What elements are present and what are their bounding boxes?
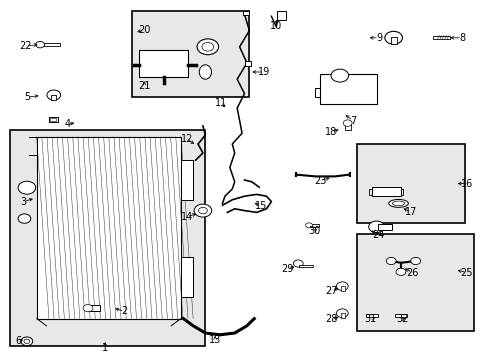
Bar: [371, 187, 400, 196]
Text: 4: 4: [64, 119, 70, 129]
Text: 14: 14: [180, 212, 193, 222]
Text: 18: 18: [325, 127, 337, 137]
Bar: [41, 43, 60, 46]
Text: 32: 32: [395, 314, 408, 324]
Text: 9: 9: [375, 33, 381, 43]
Bar: [356, 234, 473, 331]
Text: 5: 5: [24, 92, 30, 102]
Text: 16: 16: [460, 179, 472, 189]
Text: 24: 24: [371, 230, 384, 240]
Bar: [299, 265, 312, 267]
Text: 26: 26: [405, 267, 418, 278]
Ellipse shape: [391, 201, 404, 206]
Bar: [243, 11, 248, 15]
Circle shape: [330, 69, 348, 82]
Text: 22: 22: [20, 41, 32, 51]
Text: 23: 23: [313, 176, 326, 186]
Bar: [10, 130, 205, 346]
Circle shape: [197, 39, 218, 55]
Text: 25: 25: [460, 267, 472, 278]
Circle shape: [343, 120, 351, 126]
Circle shape: [368, 221, 384, 233]
Text: 31: 31: [364, 314, 376, 324]
Circle shape: [36, 41, 44, 48]
Bar: [49, 117, 58, 122]
Circle shape: [336, 282, 347, 291]
Text: 7: 7: [349, 116, 355, 126]
Bar: [245, 61, 251, 66]
Circle shape: [202, 42, 213, 51]
Bar: [344, 122, 350, 130]
Text: 2: 2: [122, 306, 127, 316]
Circle shape: [21, 337, 33, 346]
Text: 17: 17: [404, 207, 416, 217]
Bar: [277, 11, 285, 20]
Circle shape: [18, 214, 31, 223]
Text: 27: 27: [325, 285, 337, 296]
Text: 8: 8: [458, 33, 464, 43]
Circle shape: [24, 339, 30, 343]
Text: 1: 1: [102, 343, 108, 353]
Bar: [139, 50, 188, 77]
Text: 20: 20: [138, 24, 150, 35]
Bar: [365, 314, 377, 317]
Text: 29: 29: [281, 264, 293, 274]
Text: 15: 15: [255, 201, 267, 211]
Bar: [181, 257, 193, 297]
Text: 30: 30: [307, 226, 320, 236]
Circle shape: [83, 305, 93, 312]
Bar: [132, 11, 249, 97]
Text: 28: 28: [325, 314, 337, 324]
Bar: [432, 36, 449, 39]
Circle shape: [293, 260, 303, 267]
Circle shape: [305, 223, 312, 228]
Bar: [378, 224, 391, 230]
Text: 19: 19: [257, 67, 270, 77]
Text: 13: 13: [208, 335, 221, 345]
Circle shape: [47, 90, 61, 100]
Text: 12: 12: [180, 134, 193, 144]
Bar: [37, 137, 181, 319]
Bar: [50, 118, 56, 121]
Circle shape: [386, 257, 395, 265]
Text: 21: 21: [138, 81, 150, 91]
Ellipse shape: [199, 65, 211, 79]
Bar: [356, 144, 464, 223]
Bar: [88, 305, 100, 311]
Circle shape: [384, 31, 402, 44]
Text: 3: 3: [20, 197, 26, 207]
Circle shape: [194, 204, 211, 217]
Text: 11: 11: [215, 98, 227, 108]
Ellipse shape: [388, 199, 407, 207]
Bar: [51, 95, 56, 100]
Circle shape: [410, 257, 420, 265]
Bar: [320, 74, 376, 104]
Circle shape: [18, 181, 36, 194]
Circle shape: [336, 309, 347, 318]
Bar: [307, 224, 318, 227]
Circle shape: [395, 268, 405, 275]
Text: 6: 6: [16, 336, 21, 346]
Bar: [390, 37, 396, 44]
Circle shape: [198, 207, 207, 214]
Text: 10: 10: [269, 21, 282, 31]
Bar: [181, 161, 193, 201]
Bar: [341, 313, 345, 318]
Bar: [394, 314, 407, 317]
Bar: [341, 286, 345, 291]
